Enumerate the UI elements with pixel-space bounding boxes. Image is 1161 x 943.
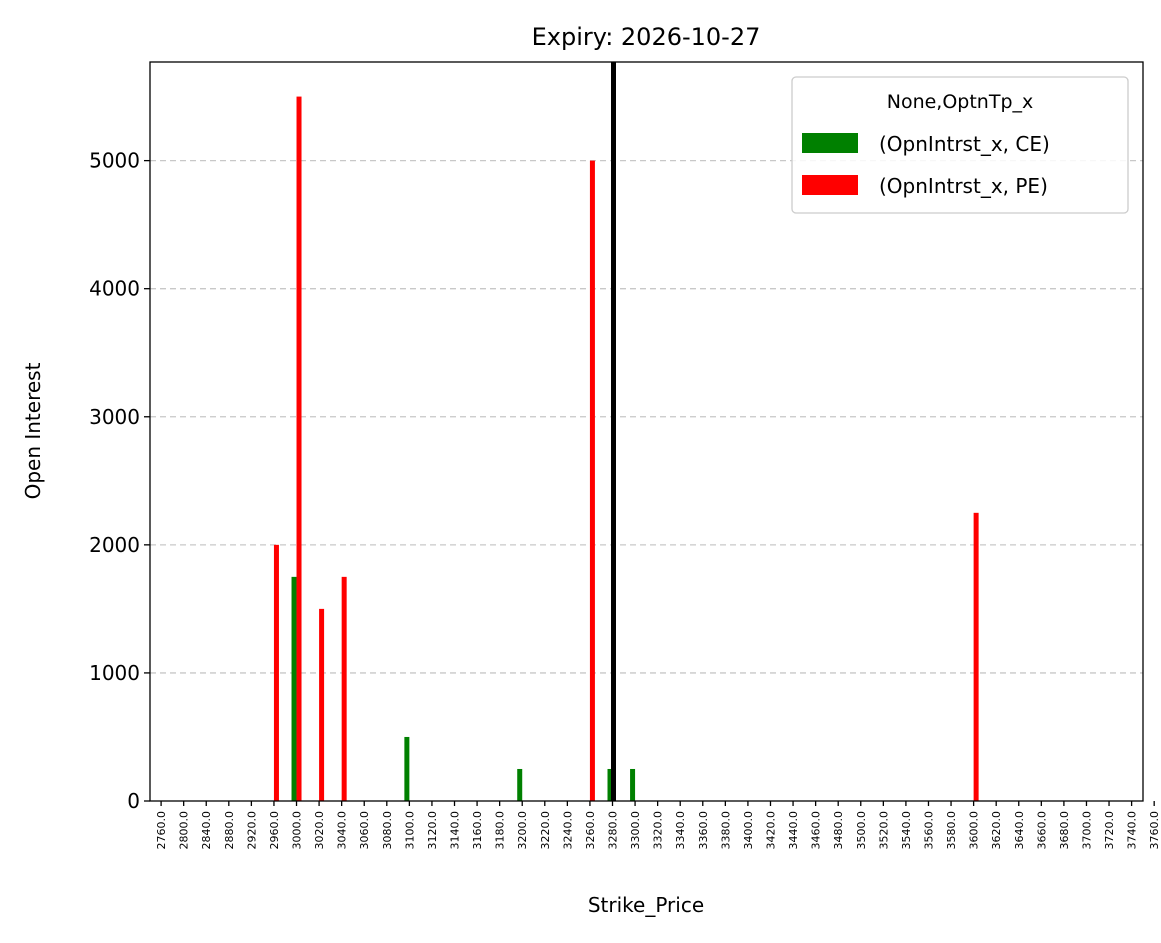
bar-ce-3200.0 (517, 768, 523, 801)
x-axis: 2760.0 2800.0 2840.0 2880.0 2920.0 2960.0 3000… (155, 801, 1161, 850)
bar-ce-3280.0 (607, 768, 613, 801)
x-tick-label: 3760.0 (1148, 811, 1161, 850)
x-tick-label: 3600.0 (968, 811, 981, 850)
x-tick-label: 3300.0 (629, 811, 642, 850)
x-tick-label: 3440.0 (787, 811, 800, 850)
y-tick-label: 0 (127, 789, 140, 813)
grid-lines (150, 159, 1143, 674)
bars (273, 96, 979, 802)
x-tick-label: 3340.0 (674, 811, 687, 850)
x-axis-label: Strike_Price (588, 893, 704, 917)
bar-pe-2960.0 (273, 544, 279, 801)
y-tick-label: 5000 (89, 149, 140, 173)
x-tick-label: 3060.0 (358, 811, 371, 850)
x-tick-label: 3460.0 (810, 811, 823, 850)
x-tick-label: 3520.0 (877, 811, 890, 850)
x-tick-label: 3720.0 (1103, 811, 1116, 850)
x-tick-label: 3040.0 (336, 811, 349, 850)
x-tick-label: 3660.0 (1035, 811, 1048, 850)
x-tick-label: 3640.0 (1013, 811, 1026, 850)
x-tick-label: 3100.0 (403, 811, 416, 850)
x-tick-label: 3400.0 (742, 811, 755, 850)
legend: None,OptnTp_x (OpnIntrst_x, CE) (OpnIntr… (791, 76, 1129, 214)
plot-frame (149, 61, 1144, 802)
y-axis: 0 1000 2000 3000 4000 5000 (89, 149, 150, 813)
x-tick-label: 3220.0 (539, 811, 552, 850)
legend-label-pe: (OpnIntrst_x, PE) (879, 174, 1048, 198)
legend-swatch-ce (802, 133, 858, 153)
x-tick-label: 3380.0 (719, 811, 732, 850)
legend-title: None,OptnTp_x (887, 91, 1034, 113)
x-tick-label: 2800.0 (178, 811, 191, 850)
x-tick-label: 2880.0 (223, 811, 236, 850)
bar-pe-3020.0 (319, 608, 325, 801)
y-tick-label: 3000 (89, 405, 140, 429)
bar-pe-3260.0 (589, 160, 595, 801)
x-tick-label: 3680.0 (1058, 811, 1071, 850)
x-tick-label: 3140.0 (449, 811, 462, 850)
x-tick-label: 3020.0 (313, 811, 326, 850)
bar-ce-3100.0 (404, 736, 410, 801)
x-tick-label: 2760.0 (155, 811, 168, 850)
x-tick-label: 3180.0 (494, 811, 507, 850)
x-tick-label: 3080.0 (381, 811, 394, 850)
x-tick-label: 2920.0 (245, 811, 258, 850)
x-tick-label: 2840.0 (200, 811, 213, 850)
x-tick-label: 3000.0 (291, 811, 304, 850)
legend-label-ce: (OpnIntrst_x, CE) (879, 132, 1050, 156)
x-tick-label: 3280.0 (607, 811, 620, 850)
x-tick-label: 2960.0 (268, 811, 281, 850)
y-axis-label: Open Interest (21, 362, 45, 499)
x-tick-label: 3320.0 (652, 811, 665, 850)
x-tick-label: 3120.0 (426, 811, 439, 850)
y-tick-label: 4000 (89, 277, 140, 301)
x-tick-label: 3240.0 (561, 811, 574, 850)
x-tick-label: 3700.0 (1080, 811, 1093, 850)
x-tick-label: 3540.0 (900, 811, 913, 850)
x-tick-label: 3740.0 (1126, 811, 1139, 850)
y-tick-label: 2000 (89, 533, 140, 557)
bar-pe-3000.0 (296, 96, 302, 802)
bar-pe-3040.0 (341, 576, 347, 801)
legend-box (791, 76, 1129, 214)
bar-pe-3600.0 (973, 512, 979, 801)
x-tick-label: 3620.0 (990, 811, 1003, 850)
chart-title: Expiry: 2026-10-27 (532, 23, 761, 51)
x-tick-label: 3500.0 (855, 811, 868, 850)
y-tick-label: 1000 (89, 661, 140, 685)
x-tick-label: 3560.0 (922, 811, 935, 850)
x-tick-label: 3480.0 (832, 811, 845, 850)
x-tick-label: 3420.0 (764, 811, 777, 850)
x-tick-label: 3580.0 (945, 811, 958, 850)
x-tick-label: 3200.0 (516, 811, 529, 850)
x-tick-label: 3360.0 (697, 811, 710, 850)
bar-ce-3000.0 (291, 576, 297, 801)
x-tick-label: 3260.0 (584, 811, 597, 850)
legend-swatch-pe (802, 175, 858, 195)
x-tick-label: 3160.0 (471, 811, 484, 850)
bar-ce-3300.0 (630, 768, 636, 801)
